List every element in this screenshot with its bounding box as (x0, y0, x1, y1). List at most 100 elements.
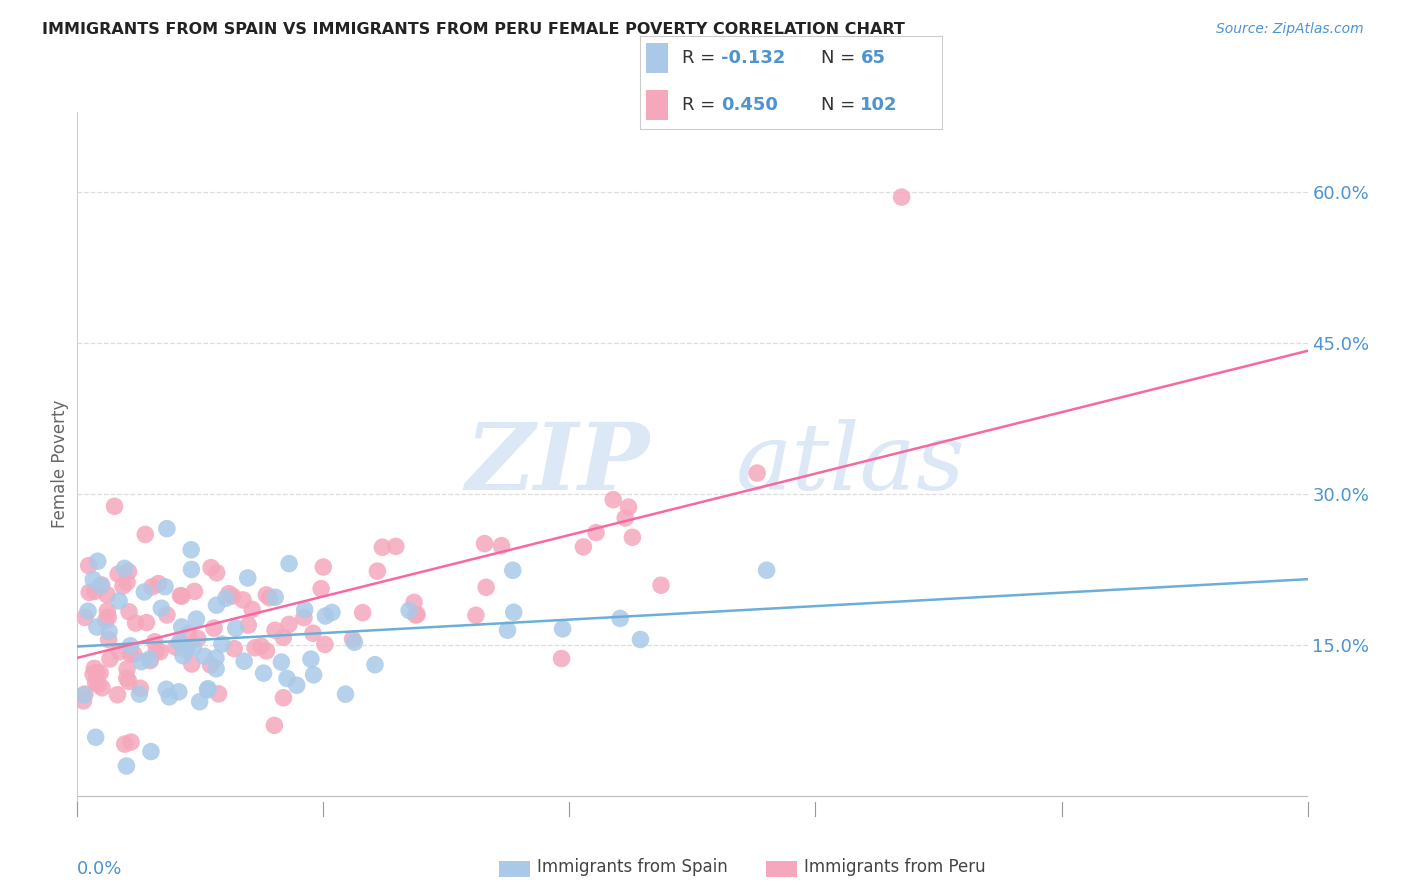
Point (292, 610, 315, 624)
Point (352, 606, 374, 620)
Point (193, 649, 215, 664)
Point (84, 675, 107, 690)
Point (302, 668, 325, 682)
Point (103, 500, 125, 514)
Point (120, 639, 142, 653)
Point (475, 580, 498, 594)
Point (90, 578, 112, 592)
Point (406, 607, 429, 622)
Point (572, 540, 595, 554)
Point (273, 690, 295, 705)
Text: -0.132: -0.132 (721, 49, 786, 67)
Point (117, 565, 139, 579)
Point (755, 563, 778, 577)
Point (156, 522, 179, 536)
Point (143, 634, 166, 648)
Point (89, 665, 111, 680)
Point (97, 610, 120, 624)
Point (96, 588, 118, 602)
Point (170, 589, 193, 603)
Point (491, 539, 513, 553)
Point (502, 605, 524, 619)
Point (602, 492, 624, 507)
Point (72, 694, 94, 708)
Point (118, 674, 141, 689)
Point (83, 661, 105, 675)
Point (169, 589, 191, 603)
Point (115, 671, 138, 685)
Point (176, 642, 198, 657)
Point (276, 672, 298, 686)
Point (551, 622, 574, 636)
Point (617, 500, 640, 514)
Point (314, 638, 336, 652)
Text: 65: 65 (860, 49, 886, 67)
Point (232, 593, 254, 607)
Point (128, 687, 150, 701)
Point (614, 511, 637, 525)
Text: R =: R = (682, 96, 721, 114)
Point (94, 613, 117, 627)
FancyBboxPatch shape (645, 43, 668, 73)
Point (183, 584, 205, 599)
Point (364, 657, 387, 672)
Point (205, 651, 228, 665)
Point (366, 564, 388, 578)
Point (108, 645, 131, 659)
Point (398, 603, 420, 617)
Y-axis label: Female Poverty: Female Poverty (51, 400, 69, 528)
Point (170, 620, 193, 634)
Point (91, 681, 114, 695)
Text: atlas: atlas (735, 419, 965, 508)
Point (73, 688, 96, 702)
Point (148, 576, 170, 591)
Point (464, 608, 486, 623)
Point (197, 683, 219, 698)
Point (165, 640, 187, 655)
Point (215, 591, 238, 606)
Point (309, 582, 332, 596)
Point (890, 190, 912, 204)
Point (207, 687, 229, 701)
Point (115, 759, 138, 773)
Point (138, 652, 160, 666)
Point (233, 654, 256, 668)
Text: N =: N = (821, 49, 860, 67)
Point (83, 584, 105, 599)
FancyBboxPatch shape (645, 90, 668, 120)
Point (197, 681, 219, 696)
Point (405, 607, 427, 622)
Point (205, 598, 228, 612)
Point (236, 571, 259, 585)
Text: 102: 102 (860, 96, 898, 114)
Point (124, 615, 146, 630)
Point (224, 641, 246, 656)
Point (86, 666, 108, 681)
Point (745, 466, 768, 480)
Point (141, 580, 163, 594)
Text: Source: ZipAtlas.com: Source: ZipAtlas.com (1216, 22, 1364, 37)
Point (156, 607, 179, 622)
Point (114, 561, 136, 575)
Point (107, 688, 129, 702)
Point (134, 585, 156, 599)
Point (131, 655, 153, 669)
Point (153, 580, 176, 594)
Point (385, 540, 408, 554)
Text: 0.450: 0.450 (721, 96, 779, 114)
Point (129, 681, 152, 696)
Point (243, 640, 266, 655)
Point (90, 579, 112, 593)
Text: Immigrants from Spain: Immigrants from Spain (537, 858, 728, 876)
Point (122, 647, 145, 661)
Text: 0.0%: 0.0% (77, 860, 122, 878)
Point (73, 687, 96, 701)
Point (107, 567, 129, 582)
Point (183, 640, 205, 655)
Point (302, 626, 325, 640)
Point (200, 657, 222, 672)
Point (115, 575, 138, 590)
Point (134, 527, 156, 541)
Point (273, 631, 295, 645)
Point (270, 655, 292, 669)
